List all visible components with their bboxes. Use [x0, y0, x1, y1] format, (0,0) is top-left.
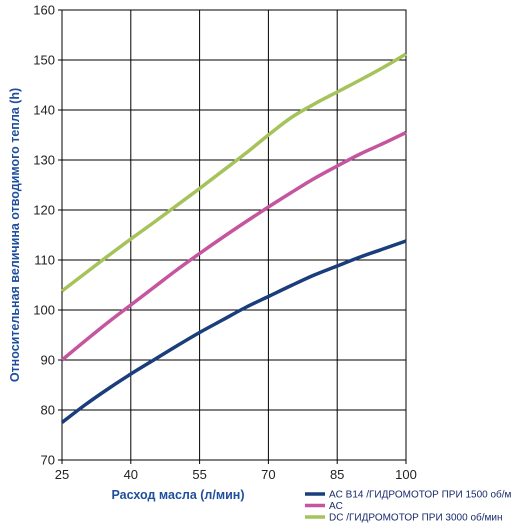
legend-label: AC — [329, 501, 343, 512]
x-tick-label: 85 — [330, 467, 344, 482]
x-tick-label: 40 — [124, 467, 138, 482]
y-tick-label: 120 — [33, 203, 55, 218]
plot-area — [61, 9, 407, 461]
y-tick-label: 130 — [33, 153, 55, 168]
x-tick-label: 70 — [261, 467, 275, 482]
series-line-2 — [60, 130, 407, 362]
y-tick-label: 80 — [41, 403, 55, 418]
y-tick-label: 100 — [33, 303, 55, 318]
series-line-1 — [60, 239, 407, 424]
y-tick-label: 150 — [33, 53, 55, 68]
y-tick-label: 70 — [41, 453, 55, 468]
y-tick-label: 110 — [34, 253, 55, 268]
x-tick-label: 25 — [55, 467, 69, 482]
y-axis-ticks: 70 80 90 100 110 120 130 140 150 160 — [33, 3, 62, 468]
x-axis-label: Расход масла (л/мин) — [111, 488, 244, 502]
y-axis-label: Относительная величина отводимого тепла … — [8, 88, 22, 382]
series-line-3 — [60, 52, 407, 293]
legend-label: DC /ГИДРОМОТОР ПРИ 3000 об/мин — [329, 512, 503, 524]
x-tick-label: 100 — [395, 467, 417, 482]
y-tick-label: 140 — [33, 103, 55, 118]
x-axis-ticks: 25 40 55 70 85 100 — [55, 460, 417, 482]
y-tick-label: 90 — [41, 353, 55, 368]
series-lines — [60, 52, 407, 424]
x-tick-label: 55 — [192, 467, 206, 482]
legend-label: AC B14 /ГИДРОМОТОР ПРИ 1500 об/мин — [329, 489, 512, 501]
y-tick-label: 160 — [33, 3, 55, 18]
